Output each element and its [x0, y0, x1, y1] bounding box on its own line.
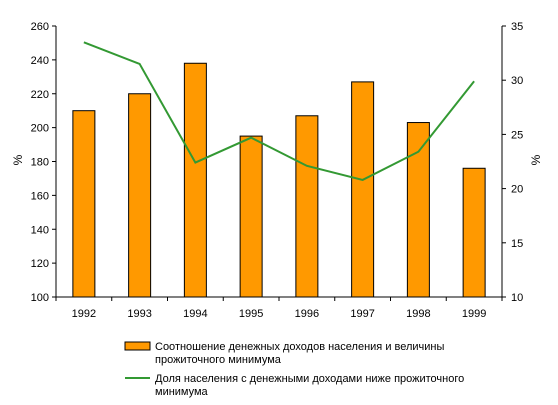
y-tick-label-right: 15 [511, 238, 523, 250]
legend: Соотношение денежных доходов населения и… [124, 341, 464, 398]
bar-1994 [183, 62, 207, 298]
line-path [83, 41, 475, 181]
y-tick-label-right: 30 [511, 75, 523, 87]
y-tick-label-left: 220 [31, 89, 49, 101]
x-tick-label: 1994 [183, 308, 207, 320]
x-tick-label: 1999 [462, 308, 486, 320]
y-tick-label-left: 260 [31, 21, 49, 33]
y-axis-title-right: % [529, 154, 543, 165]
bar-series [72, 62, 486, 298]
y-tick-label-left: 180 [31, 157, 49, 169]
y-tick-label-right: 10 [511, 292, 523, 304]
x-tick-label: 1997 [350, 308, 374, 320]
x-tick-label: 1995 [239, 308, 263, 320]
x-tick-label: 1998 [406, 308, 430, 320]
axes: 100 120 140 160 180 200 220 240 260 10 15 20 25 30 35 1… [31, 21, 524, 320]
legend-label: минимума [155, 386, 209, 398]
x-tick-label: 1993 [127, 308, 151, 320]
x-tick-label: 1992 [72, 308, 96, 320]
legend-label: Соотношение денежных доходов населения и… [155, 341, 445, 353]
bar-1998 [406, 122, 430, 298]
legend-swatch-bar [124, 341, 151, 351]
y-tick-label-left: 200 [31, 123, 49, 135]
bar-1997 [351, 81, 375, 298]
y-tick-label-left: 100 [31, 292, 49, 304]
y-tick-label-right: 25 [511, 129, 523, 141]
y-tick-label-left: 160 [31, 190, 49, 202]
bar-1992 [72, 110, 96, 298]
bar-1995 [239, 135, 263, 298]
line-series [83, 41, 475, 181]
x-tick-label: 1996 [295, 308, 319, 320]
legend-label: Доля населения с денежными доходами ниже… [155, 373, 464, 385]
y-tick-label-left: 120 [31, 258, 49, 270]
bar-1993 [128, 93, 152, 298]
y-tick-label-right: 35 [511, 21, 523, 33]
y-tick-label-right: 20 [511, 184, 523, 196]
bar-1996 [295, 115, 319, 298]
y-axis-title-left: % [11, 154, 25, 165]
y-tick-label-left: 240 [31, 55, 49, 67]
legend-label: прожиточного минимума [155, 354, 282, 366]
y-tick-label-left: 140 [31, 224, 49, 236]
bar-1999 [462, 167, 486, 298]
